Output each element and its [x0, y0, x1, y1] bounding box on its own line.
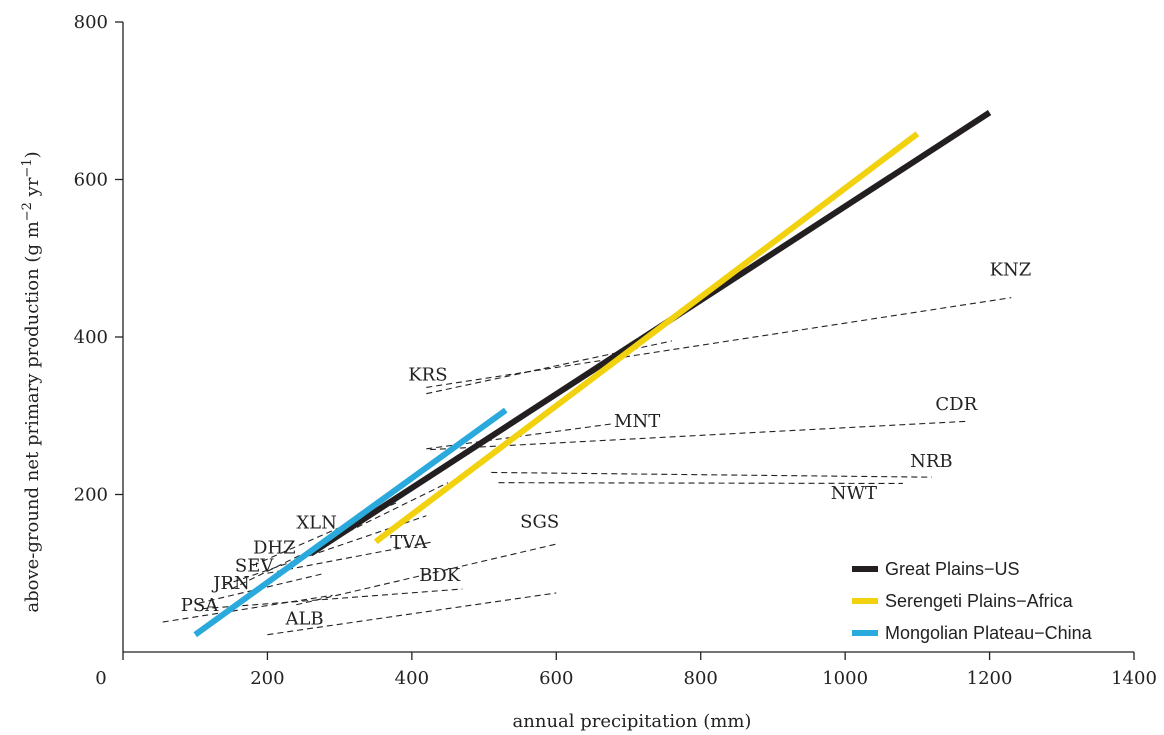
site-label-tva: TVA	[390, 532, 428, 553]
site-label-jrn: JRN	[211, 573, 250, 594]
series-line-2	[193, 407, 508, 638]
x-tick-label: 200	[250, 668, 284, 689]
x-tick-label: 1000	[822, 668, 868, 689]
y-axis-title-exp1: −2	[20, 202, 35, 221]
x-tick-label: 1400	[1111, 668, 1157, 689]
y-axis-title-main: above-ground net primary production (g m	[22, 221, 43, 612]
site-label-sgs: SGS	[520, 512, 559, 533]
site-line-bdk	[202, 588, 463, 610]
y-axis-title-mid: yr	[22, 177, 43, 202]
site-line-tva	[267, 541, 434, 574]
y-axis-title: above-ground net primary production (g m…	[20, 151, 44, 612]
legend-label-1: Serengeti Plains−Africa	[885, 591, 1074, 611]
site-label-alb: ALB	[284, 608, 323, 629]
regional-regression-lines	[193, 110, 992, 638]
series-line-1	[373, 131, 920, 545]
site-label-cdr: CDR	[935, 394, 977, 415]
y-tick-label: 200	[74, 485, 108, 506]
site-label-sev: SEV	[235, 556, 274, 577]
x-tick-label: 600	[539, 668, 573, 689]
site-line-knz	[426, 297, 1012, 388]
site-line-nwt	[498, 482, 903, 485]
site-label-mnt: MNT	[614, 411, 660, 432]
legend-label-0: Great Plains−US	[885, 559, 1020, 579]
x-tick-label: 0	[95, 668, 106, 689]
site-label-dhz: DHZ	[253, 538, 296, 559]
site-label-bdk: BDK	[419, 565, 461, 586]
site-line-psa	[162, 594, 333, 623]
site-label-nwt: NWT	[831, 483, 877, 504]
site-line-sgs	[296, 543, 557, 606]
site-line-alb	[267, 592, 557, 636]
site-label-krs: KRS	[408, 364, 447, 385]
x-tick-label: 400	[395, 668, 429, 689]
legend: Great Plains−US Serengeti Plains−Africa Mo…	[852, 559, 1093, 643]
site-label-nrb: NRB	[910, 451, 953, 472]
x-tick-label: 1200	[967, 668, 1013, 689]
y-tick-label: 400	[74, 327, 108, 348]
x-axis-title: annual precipitation (mm)	[513, 711, 752, 732]
axes: 0 200 400 600 800 1000 1200 1400 200 400 600 800	[74, 12, 1157, 689]
y-tick-label: 800	[74, 12, 108, 33]
legend-label-2: Mongolian Plateau−China	[885, 623, 1093, 643]
site-label-psa: PSA	[181, 595, 219, 616]
site-line-sev	[223, 515, 427, 586]
y-tick-label: 600	[74, 170, 108, 191]
y-axis-title-end: )	[22, 151, 43, 158]
site-label-knz: KNZ	[990, 260, 1032, 281]
site-line-nrb	[491, 471, 932, 478]
x-tick-label: 800	[684, 668, 718, 689]
site-line-krs	[426, 340, 672, 395]
site-label-xln: XLN	[296, 512, 337, 533]
y-axis-title-exp2: −1	[20, 158, 35, 177]
